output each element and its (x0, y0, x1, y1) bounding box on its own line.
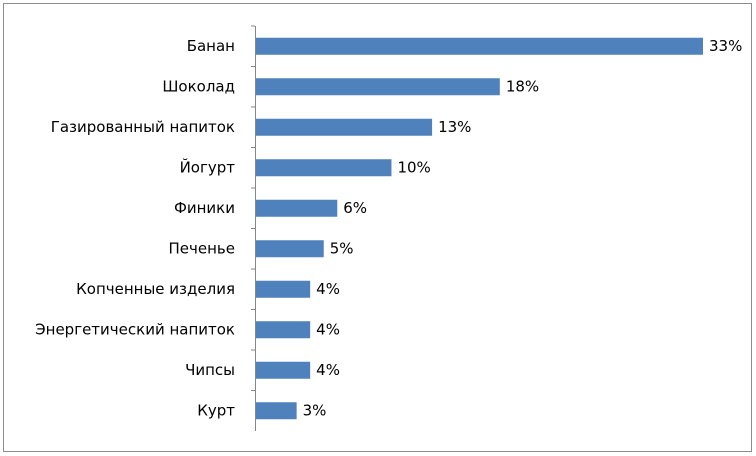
data-label: 33% (709, 37, 742, 55)
data-label: 6% (343, 199, 367, 217)
bar (256, 240, 324, 258)
data-label: 10% (397, 158, 430, 176)
data-label: 4% (316, 320, 340, 338)
bar (256, 361, 311, 379)
category-label: Финики (174, 199, 235, 217)
category-label: Курт (197, 401, 235, 419)
category-label: Энергетический напиток (35, 320, 235, 338)
bar (256, 321, 311, 339)
data-label: 4% (316, 280, 340, 298)
chart-border (3, 3, 752, 452)
bar (256, 402, 297, 420)
category-label: Копченные изделия (76, 280, 235, 298)
category-label: Шоколад (162, 77, 235, 95)
data-label: 4% (316, 361, 340, 379)
bar (256, 280, 311, 298)
category-label: Йогурт (180, 157, 236, 176)
category-label: Банан (187, 37, 235, 55)
data-label: 18% (506, 77, 539, 95)
bar (256, 78, 500, 96)
data-label: 13% (438, 118, 471, 136)
category-label: Печенье (169, 239, 235, 257)
bar (256, 159, 392, 177)
data-label: 3% (303, 401, 327, 419)
bar (256, 199, 338, 217)
bar (256, 118, 433, 136)
bar (256, 37, 703, 55)
category-label: Чипсы (185, 361, 235, 379)
category-label: Газированный напиток (51, 118, 235, 136)
data-label: 5% (330, 239, 354, 257)
